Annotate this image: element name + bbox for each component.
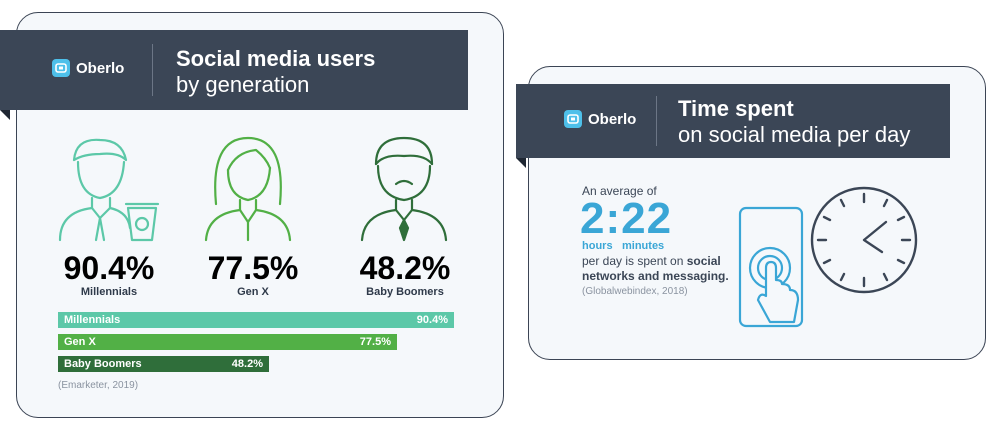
bar-row: Baby Boomers 48.2%	[58, 356, 269, 372]
clock-icon	[810, 186, 918, 294]
millennials-percent: 90.4%	[63, 250, 155, 286]
bar-row: Gen X 77.5%	[58, 334, 397, 350]
oberlo-logo-text: Oberlo	[588, 110, 637, 128]
bar: Baby Boomers 48.2%	[58, 356, 269, 372]
time-description: per day is spent on social networks and …	[582, 254, 742, 284]
desc-plain: per day is spent on	[582, 254, 687, 268]
average-intro: An average of	[582, 184, 657, 198]
genx-label: Gen X	[237, 286, 269, 298]
bar-value-label: 90.4%	[416, 314, 448, 326]
desc-bold-2: networks and messaging.	[582, 269, 729, 283]
oberlo-logo: Oberlo	[52, 59, 124, 77]
banner-divider	[152, 44, 153, 96]
bar-category-label: Baby Boomers	[64, 358, 142, 370]
desc-bold-1: social	[686, 254, 721, 268]
banner-divider	[656, 96, 657, 146]
users-title: Social media users	[176, 46, 376, 71]
time-source: (Globalwebindex, 2018)	[582, 286, 688, 297]
bar: Millennials 90.4%	[58, 312, 454, 328]
oberlo-logo-icon	[564, 110, 582, 128]
minutes-label: minutes	[622, 240, 665, 252]
users-banner: Oberlo Social media users by generation	[0, 30, 468, 120]
hours-label: hours	[582, 240, 613, 252]
bar-value-label: 77.5%	[359, 336, 391, 348]
genx-person-icon	[204, 136, 292, 242]
baby-boomers-label: Baby Boomers	[366, 286, 444, 298]
bar-category-label: Millennials	[64, 314, 121, 326]
smartphone-touch-icon	[738, 206, 804, 328]
oberlo-logo-text: Oberlo	[76, 59, 125, 77]
millennial-person-icon	[58, 138, 160, 242]
oberlo-logo-icon	[52, 59, 70, 77]
millennials-label: Millennials	[80, 286, 138, 298]
baby-boomer-person-icon	[360, 136, 448, 242]
bar-row: Millennials 90.4%	[58, 312, 454, 328]
time-subtitle: on social media per day	[678, 122, 911, 147]
time-value: 2:22	[580, 194, 673, 243]
oberlo-logo: Oberlo	[564, 110, 636, 128]
bar-value-label: 48.2%	[231, 358, 263, 370]
users-subtitle: by generation	[176, 72, 310, 97]
genx-percent: 77.5%	[207, 250, 299, 286]
baby-boomers-percent: 48.2%	[359, 250, 451, 286]
users-source: (Emarketer, 2019)	[58, 380, 139, 391]
bar-category-label: Gen X	[64, 336, 96, 348]
time-banner: Oberlo Time spent on social media per da…	[516, 84, 950, 168]
time-title: Time spent	[678, 96, 794, 121]
bar: Gen X 77.5%	[58, 334, 397, 350]
